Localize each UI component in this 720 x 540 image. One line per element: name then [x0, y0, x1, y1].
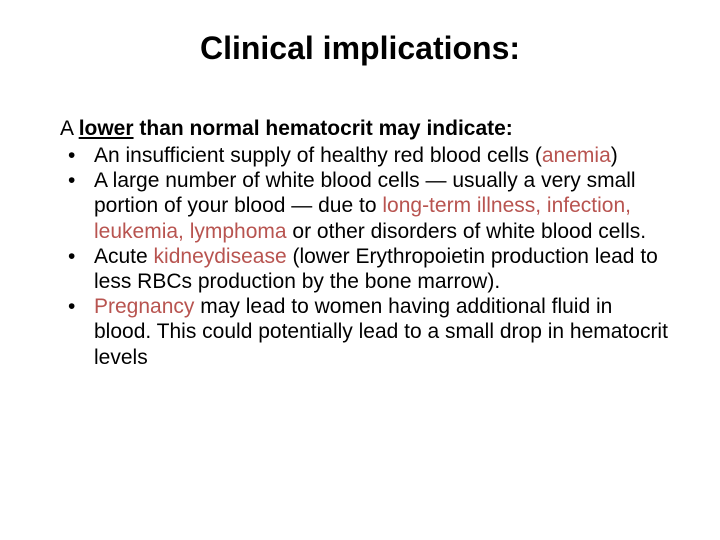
list-item: Pregnancy may lead to women having addit…: [68, 294, 670, 370]
slide: Clinical implications: A lower than norm…: [0, 0, 720, 540]
intro-lower: lower: [79, 117, 134, 140]
highlight-term: kidneydisease: [154, 245, 293, 268]
bullet-text: or other disorders of white blood cells.: [292, 220, 646, 243]
bullet-list: An insufficient supply of healthy red bl…: [50, 143, 670, 370]
highlight-term: anemia: [542, 144, 611, 167]
list-item: A large number of white blood cells — us…: [68, 168, 670, 244]
intro-prefix: A: [60, 117, 79, 140]
intro-rest: than normal hematocrit may indicate:: [134, 117, 513, 140]
list-item: Acute kidneydisease (lower Erythropoieti…: [68, 244, 670, 294]
bullet-text: An insufficient supply of healthy red bl…: [94, 144, 542, 167]
list-item: An insufficient supply of healthy red bl…: [68, 143, 670, 168]
slide-title: Clinical implications:: [50, 30, 670, 67]
bullet-text: ): [611, 144, 618, 167]
bullet-text: Acute: [94, 245, 154, 268]
highlight-term: Pregnancy: [94, 295, 200, 318]
intro-line: A lower than normal hematocrit may indic…: [60, 117, 670, 141]
